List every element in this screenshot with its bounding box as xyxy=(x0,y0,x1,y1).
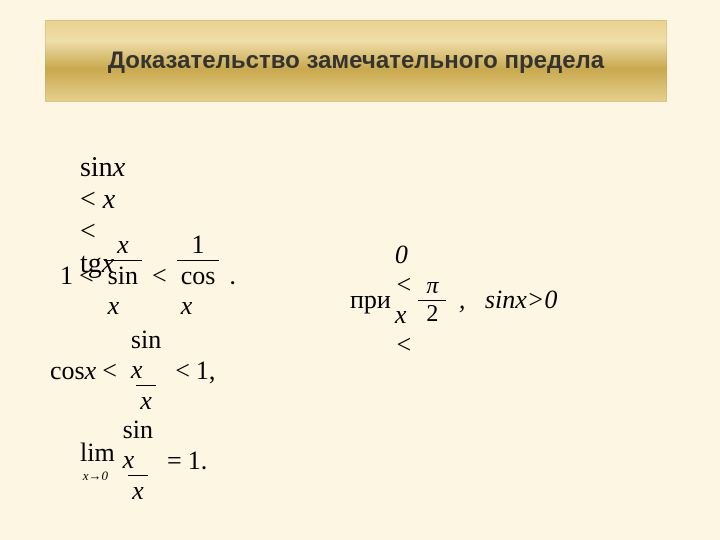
frac2: 1 cos x xyxy=(177,230,220,321)
pri: при xyxy=(350,285,391,315)
cos: cos xyxy=(181,261,216,290)
lt2: < xyxy=(175,356,190,386)
dot: . xyxy=(229,261,236,291)
one: 1 xyxy=(60,261,73,291)
x1: x xyxy=(113,152,125,183)
frac1: x sin x xyxy=(104,230,142,321)
one: 1 xyxy=(196,356,209,386)
num: sin x xyxy=(127,325,165,385)
gt: > xyxy=(527,285,545,315)
sinx: sinx xyxy=(485,285,527,315)
x: x xyxy=(131,355,143,384)
cos: cos xyxy=(50,356,85,386)
den: x xyxy=(128,475,148,506)
range: 0 < x < xyxy=(395,240,413,360)
lim-block: lim x→0 xyxy=(80,438,115,484)
lim: lim xyxy=(80,438,115,468)
num: sin x xyxy=(119,415,157,475)
frac2-den: cos x xyxy=(177,260,220,321)
condition: при 0 < x < π 2 , sinx > 0 xyxy=(350,240,557,360)
x: x xyxy=(123,445,135,474)
one: 1 xyxy=(188,446,201,476)
lt2: < xyxy=(152,261,167,291)
title-text: Доказательство замечательного предела xyxy=(108,47,604,75)
frac: sin x x xyxy=(119,415,157,506)
pi: π xyxy=(420,273,444,300)
limit-expression: lim x→0 sin x x = 1 . xyxy=(80,415,207,506)
inequality-3: cos x < sin x x < 1 , xyxy=(50,325,215,416)
title-bar: Доказательство замечательного предела xyxy=(45,20,667,102)
frac2-num: 1 xyxy=(188,230,209,260)
lim-sub: x→0 xyxy=(83,468,108,484)
frac: sin x x xyxy=(127,325,165,416)
x: x xyxy=(108,291,120,320)
inequality-2: 1 < x sin x < 1 cos x . xyxy=(60,230,236,321)
comma: , xyxy=(452,285,485,315)
comma: , xyxy=(209,356,216,386)
x1: x xyxy=(85,356,97,386)
frac1-num: x xyxy=(113,230,133,260)
pi-over-2: π 2 xyxy=(418,273,446,328)
sin: sin xyxy=(131,325,161,354)
sin-text: sin xyxy=(80,152,113,183)
lt1: < xyxy=(79,261,94,291)
dot: . xyxy=(201,446,208,476)
zero2: 0 xyxy=(544,285,557,315)
lt1: < xyxy=(80,184,103,215)
sin: sin xyxy=(123,415,153,444)
x2: x xyxy=(103,184,115,215)
frac1-den: sin x xyxy=(104,260,142,321)
two: 2 xyxy=(418,300,446,328)
x: x xyxy=(181,291,193,320)
den: x xyxy=(136,385,156,416)
lt1: < xyxy=(102,356,117,386)
eq: = xyxy=(167,446,182,476)
sin: sin xyxy=(108,261,138,290)
